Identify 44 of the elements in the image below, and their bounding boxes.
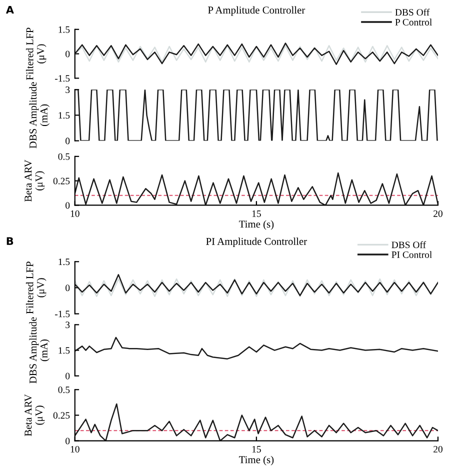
y-tick-label: -1.5 bbox=[55, 310, 70, 318]
y-tick-label: 0 bbox=[66, 50, 70, 58]
y-tick-label: 0.25 bbox=[53, 178, 70, 184]
y-axis-title: DBS Amplitude (mA) bbox=[29, 82, 50, 148]
y-axis-title: Beta ARV (μV) bbox=[24, 160, 45, 202]
x-tick-label: 10 bbox=[70, 446, 80, 453]
x-tick-label: 10 bbox=[70, 210, 80, 217]
text: A bbox=[6, 6, 14, 14]
legend-label: PI Control bbox=[392, 251, 432, 258]
x-tick-label: 20 bbox=[434, 446, 442, 453]
line-series bbox=[74, 278, 438, 298]
legend-label: P Control bbox=[395, 18, 432, 26]
x-axis-title: Time (s) bbox=[239, 220, 274, 230]
y-tick-label: 0.25 bbox=[53, 412, 70, 419]
line-series bbox=[74, 336, 438, 360]
y-tick-label: -1.5 bbox=[55, 75, 70, 82]
legend-label: DBS Off bbox=[392, 241, 426, 248]
chart-title: PI Amplitude Controller bbox=[206, 238, 307, 248]
y-axis-title: Filtered LFP (μV) bbox=[26, 28, 46, 80]
y-tick-label: 0 bbox=[66, 372, 70, 380]
x-tick-label: 15 bbox=[252, 210, 261, 217]
y-tick-label: 1.5 bbox=[58, 26, 70, 33]
line-series bbox=[74, 90, 438, 141]
y-tick-label: 1.5 bbox=[58, 347, 70, 354]
y-tick-label: 3 bbox=[66, 86, 70, 94]
y-tick-label: 0 bbox=[66, 202, 70, 209]
x-tick-label: 15 bbox=[252, 446, 261, 453]
y-axis-title: Beta ARV (μV) bbox=[24, 394, 45, 436]
x-axis-title: Time (s) bbox=[239, 456, 274, 466]
y-axis-title: Filtered LFP (μV) bbox=[26, 262, 46, 314]
line-series bbox=[74, 274, 438, 296]
legend-label: DBS Off bbox=[395, 8, 430, 16]
y-tick-label: 0.5 bbox=[58, 386, 70, 394]
y-tick-label: 0 bbox=[66, 138, 70, 144]
y-tick-label: 0.5 bbox=[58, 153, 70, 160]
y-tick-label: 1.5 bbox=[58, 258, 70, 266]
text: B bbox=[6, 237, 14, 245]
chart-title: P Amplitude Controller bbox=[208, 6, 306, 16]
y-axis-title: DBS Amplitude (mA) bbox=[29, 317, 50, 384]
y-tick-label: 1.5 bbox=[58, 112, 70, 119]
y-tick-label: 0 bbox=[66, 284, 70, 292]
y-tick-label: 3 bbox=[66, 322, 70, 328]
y-tick-label: 0 bbox=[66, 438, 70, 444]
x-tick-label: 20 bbox=[434, 210, 442, 217]
